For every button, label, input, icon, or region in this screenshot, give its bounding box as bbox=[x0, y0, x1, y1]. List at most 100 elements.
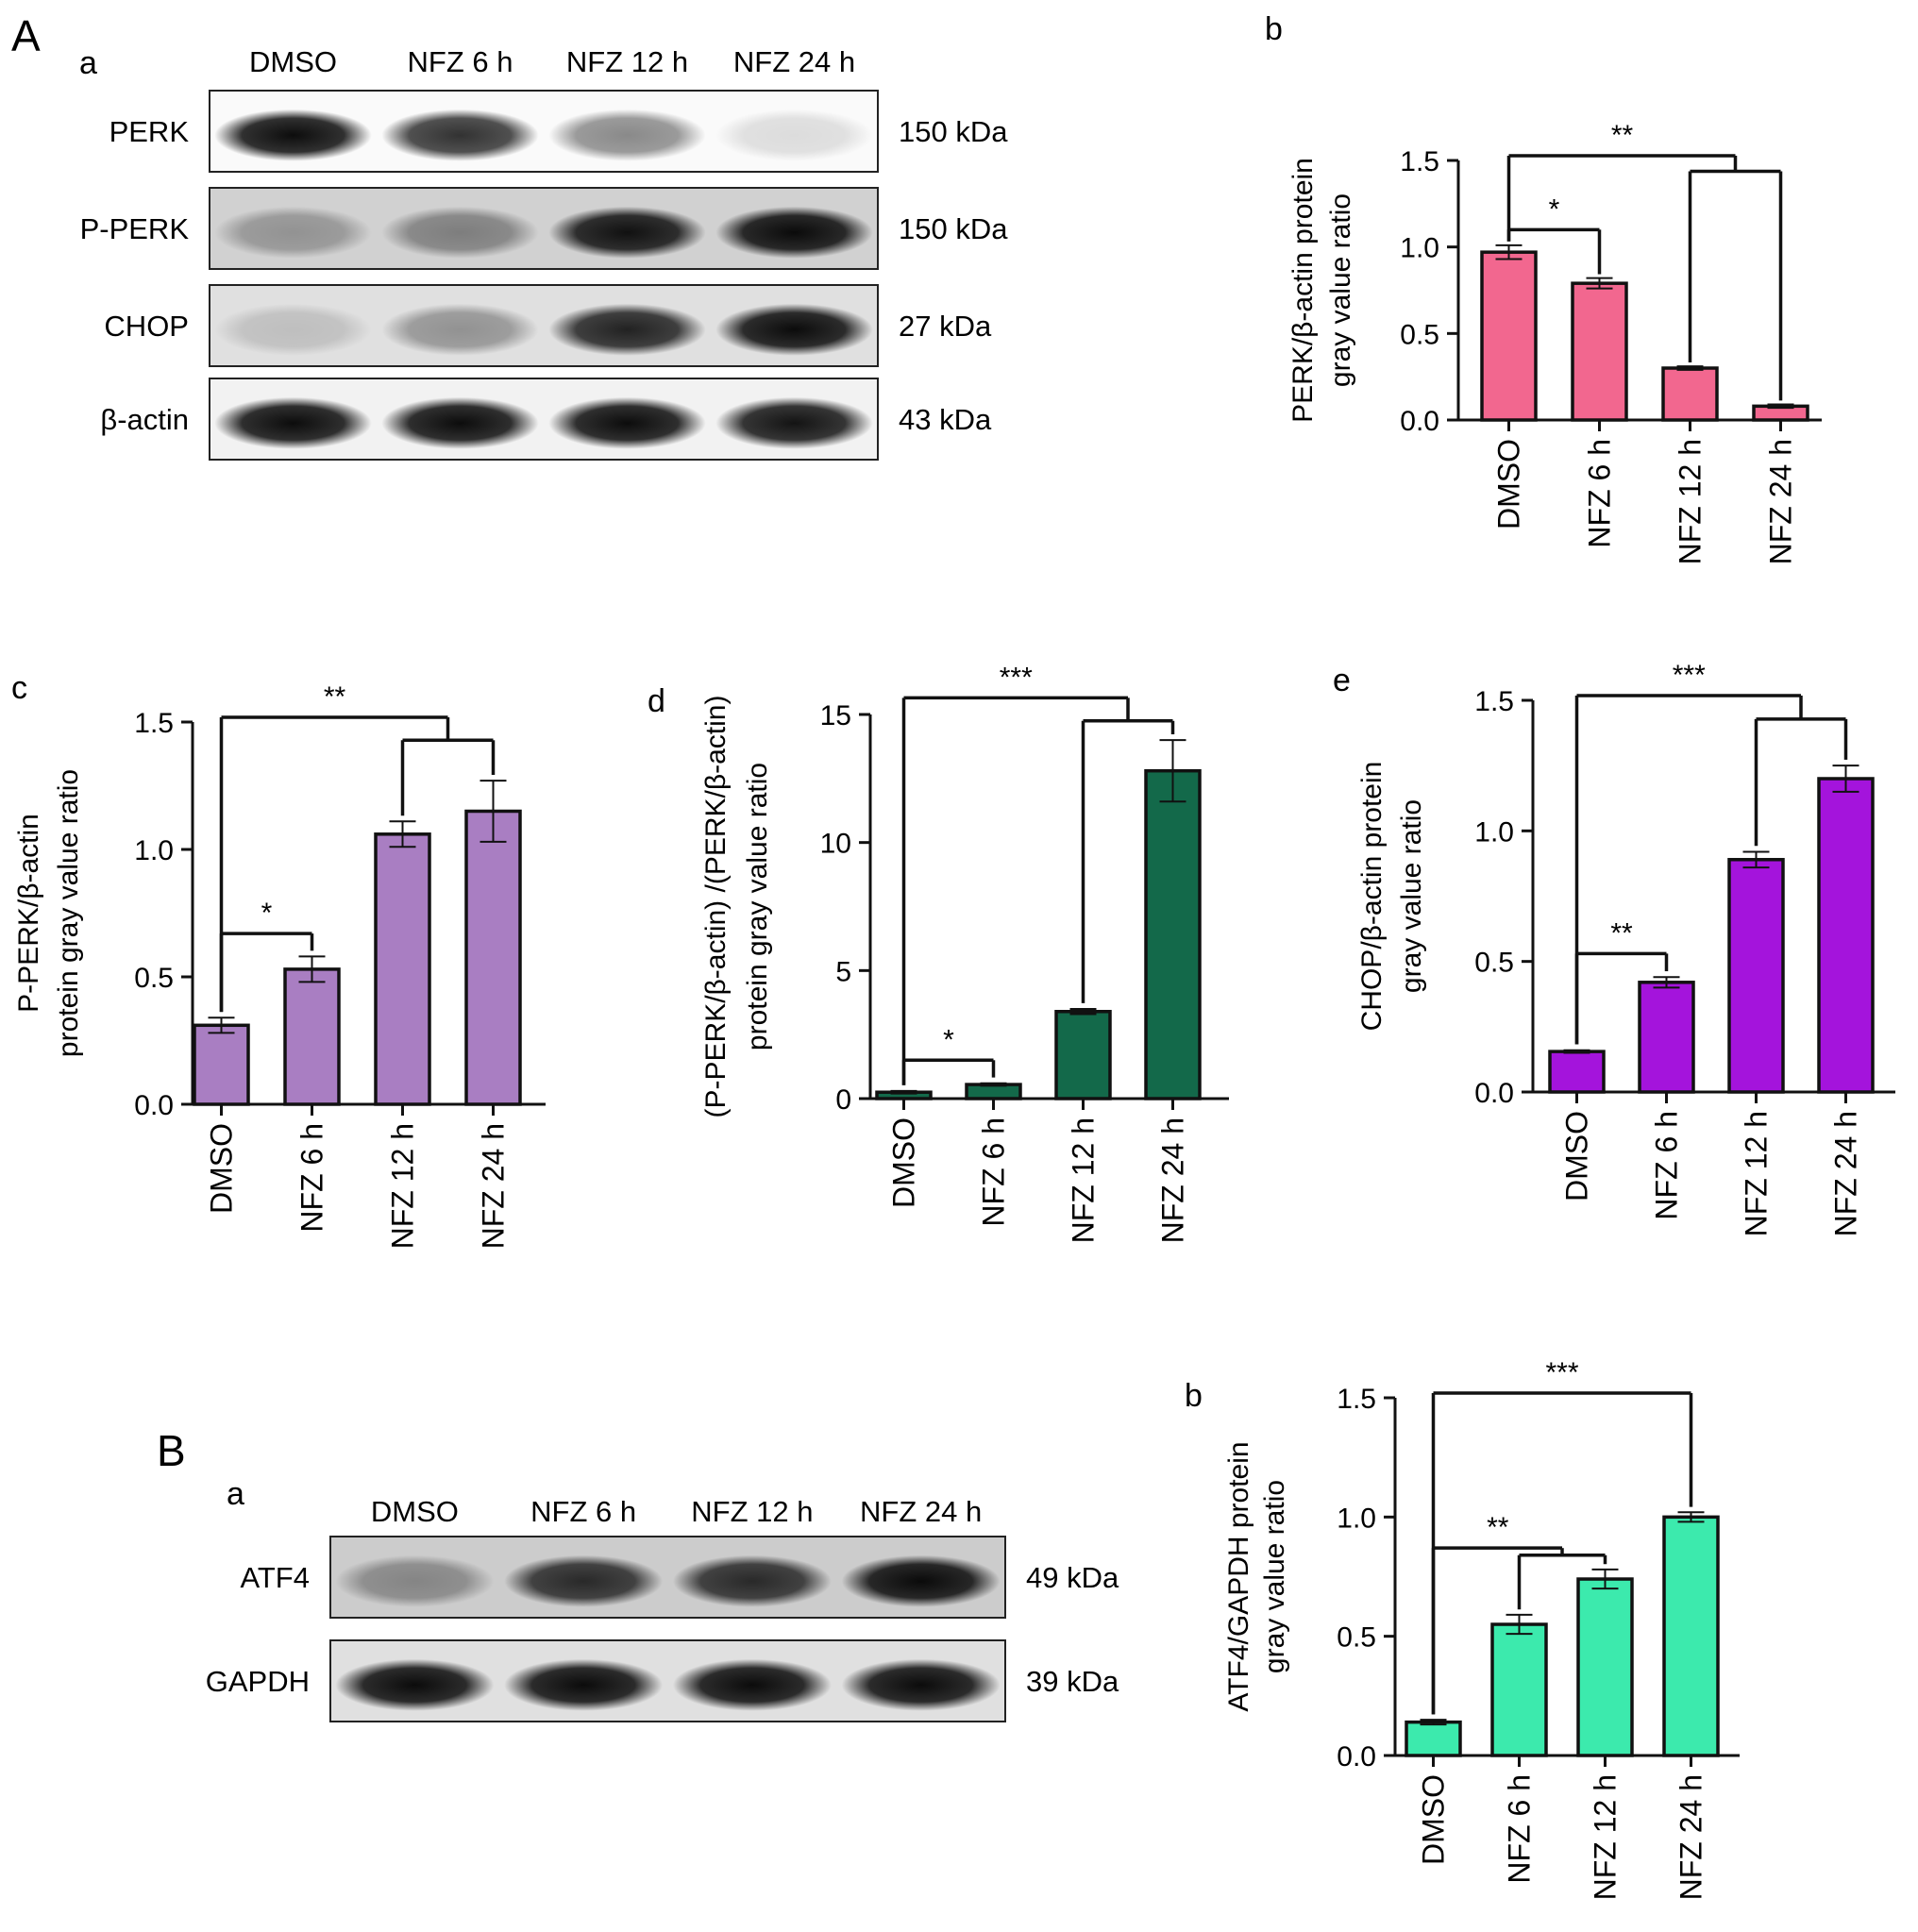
blot-kda-label: 49 kDa bbox=[1026, 1561, 1119, 1594]
bar bbox=[1405, 1720, 1462, 1757]
blot-kda-label: 39 kDa bbox=[1026, 1665, 1119, 1698]
blot-protein-label: β-actin bbox=[100, 403, 189, 436]
x-tick-label: DMSO bbox=[887, 1117, 921, 1208]
panel-letter-B: B bbox=[157, 1426, 186, 1475]
blot-band bbox=[841, 1658, 1001, 1711]
x-tick-label: DMSO bbox=[205, 1123, 239, 1214]
blot-band bbox=[672, 1658, 832, 1711]
bar-chart-chop: e 0.0 0.5 1.0 1.5 CHOP/β-actin protein gray va… bbox=[1333, 660, 1895, 1236]
blot-band bbox=[504, 1658, 664, 1711]
bar-chart-p-perk: c 0.0 0.5 1.0 1.5 P-PERK/β-actin protein gray … bbox=[11, 670, 546, 1249]
y-tick-label: 1.0 bbox=[1337, 1503, 1376, 1534]
blot-band bbox=[841, 1554, 1001, 1607]
x-tick-label: NFZ 12 h bbox=[386, 1123, 420, 1249]
y-tick-label: 0.5 bbox=[134, 963, 174, 994]
bar bbox=[1661, 366, 1719, 422]
blot-band bbox=[548, 303, 706, 356]
blot-band bbox=[214, 109, 372, 161]
y-axis-label: protein gray value ratio bbox=[742, 763, 773, 1050]
blot-protein-label: P-PERK bbox=[80, 212, 190, 245]
bar bbox=[193, 1023, 250, 1106]
x-tick-label: NFZ 6 h bbox=[977, 1117, 1011, 1227]
blot-band bbox=[548, 206, 706, 259]
x-tick-label: NFZ 24 h bbox=[1156, 1117, 1190, 1243]
blot-protein-label: ATF4 bbox=[241, 1561, 311, 1594]
y-tick-label: 1.5 bbox=[1400, 146, 1439, 177]
x-tick-label: NFZ 6 h bbox=[1503, 1774, 1537, 1884]
blot-band bbox=[381, 206, 539, 259]
blot-kda-label: 43 kDa bbox=[899, 403, 992, 436]
y-tick-label: 0.5 bbox=[1337, 1622, 1376, 1654]
bar bbox=[374, 832, 431, 1106]
lane-label: NFZ 6 h bbox=[530, 1495, 636, 1528]
y-axis-label: ATF4/GAPDH protein bbox=[1223, 1441, 1254, 1711]
x-tick-label: NFZ 12 h bbox=[1067, 1117, 1101, 1243]
bar bbox=[1144, 768, 1202, 1100]
x-tick-label: NFZ 24 h bbox=[1764, 439, 1798, 564]
x-tick-label: NFZ 12 h bbox=[1589, 1774, 1623, 1900]
blot-band bbox=[381, 109, 539, 161]
lane-label: NFZ 24 h bbox=[733, 45, 855, 78]
lane-label: DMSO bbox=[371, 1495, 459, 1528]
x-tick-label: NFZ 6 h bbox=[1583, 439, 1617, 548]
significance-label: *** bbox=[1000, 662, 1033, 693]
panel-letter-A: A bbox=[11, 11, 41, 60]
significance-label: * bbox=[1549, 193, 1560, 225]
lane-label: NFZ 24 h bbox=[860, 1495, 982, 1528]
y-tick-label: 15 bbox=[820, 700, 851, 731]
y-tick-label: 1.0 bbox=[1400, 233, 1439, 264]
y-tick-label: 1.5 bbox=[1474, 686, 1514, 717]
y-tick-label: 5 bbox=[835, 956, 851, 987]
chart-panel-letter: e bbox=[1333, 663, 1351, 698]
blot-band bbox=[214, 396, 372, 449]
y-tick-label: 0 bbox=[835, 1084, 851, 1116]
y-axis-label: PERK/β-actin protein bbox=[1287, 158, 1319, 423]
bar bbox=[1054, 1009, 1112, 1100]
blot-band bbox=[715, 396, 873, 449]
y-tick-label: 1.5 bbox=[1337, 1384, 1376, 1415]
bar bbox=[1662, 1515, 1720, 1757]
x-tick-label: NFZ 6 h bbox=[1650, 1111, 1684, 1220]
y-axis-label: P-PERK/β-actin bbox=[13, 814, 44, 1013]
chart-panel-letter: b bbox=[1185, 1378, 1203, 1414]
y-axis-label: gray value ratio bbox=[1396, 799, 1427, 993]
y-tick-label: 0.0 bbox=[134, 1090, 174, 1121]
x-tick-label: NFZ 24 h bbox=[1674, 1774, 1708, 1900]
blot-band bbox=[335, 1658, 495, 1711]
lane-label: DMSO bbox=[249, 45, 337, 78]
blot-subpanel-letter: a bbox=[227, 1476, 244, 1512]
bar-chart-atf4: b 0.0 0.5 1.0 1.5 ATF4/GAPDH protein gray valu… bbox=[1185, 1357, 1740, 1900]
blot-kda-label: 150 kDa bbox=[899, 212, 1008, 245]
bar bbox=[1638, 981, 1695, 1094]
bar-chart-p-perk-perk-ratio: d 0 5 10 15 (P-PERK/β-actin) /(PERK/β-actin) p… bbox=[648, 662, 1229, 1243]
blot-protein-label: CHOP bbox=[104, 310, 189, 343]
y-tick-label: 1.0 bbox=[1474, 816, 1514, 848]
western-blot-B: a DMSO NFZ 6 h NFZ 12 h NFZ 24 h ATF4 49 kDa GA… bbox=[206, 1476, 1119, 1722]
x-tick-label: NFZ 24 h bbox=[477, 1123, 511, 1249]
y-tick-label: 0.0 bbox=[1337, 1741, 1376, 1772]
blot-band bbox=[335, 1554, 495, 1607]
bar-chart-perk: b 0.0 0.5 1.0 1.5 PERK/β-actin protein gray va… bbox=[1265, 11, 1822, 564]
blot-band bbox=[214, 206, 372, 259]
significance-label: * bbox=[943, 1024, 954, 1055]
y-tick-label: 1.0 bbox=[134, 835, 174, 866]
chart-panel-letter: d bbox=[648, 683, 665, 719]
significance-label: ** bbox=[324, 681, 346, 713]
blot-band bbox=[381, 303, 539, 356]
blot-band bbox=[214, 303, 372, 356]
blot-band bbox=[715, 109, 873, 161]
bar bbox=[1571, 281, 1628, 422]
y-axis-label: (P-PERK/β-actin) /(PERK/β-actin) bbox=[700, 696, 732, 1118]
blot-band bbox=[672, 1554, 832, 1607]
western-blot-A: a DMSO NFZ 6 h NFZ 12 h NFZ 24 h PERK 150 kDa P… bbox=[79, 45, 1008, 461]
x-tick-label: NFZ 12 h bbox=[1740, 1111, 1774, 1236]
y-axis-label: protein gray value ratio bbox=[53, 769, 84, 1057]
x-tick-label: DMSO bbox=[1492, 439, 1526, 529]
blot-protein-label: PERK bbox=[109, 115, 190, 148]
y-tick-label: 0.0 bbox=[1400, 406, 1439, 437]
y-tick-label: 10 bbox=[820, 829, 851, 860]
blot-band bbox=[715, 303, 873, 356]
chart-panel-letter: b bbox=[1265, 11, 1283, 47]
lane-label: NFZ 12 h bbox=[566, 45, 688, 78]
